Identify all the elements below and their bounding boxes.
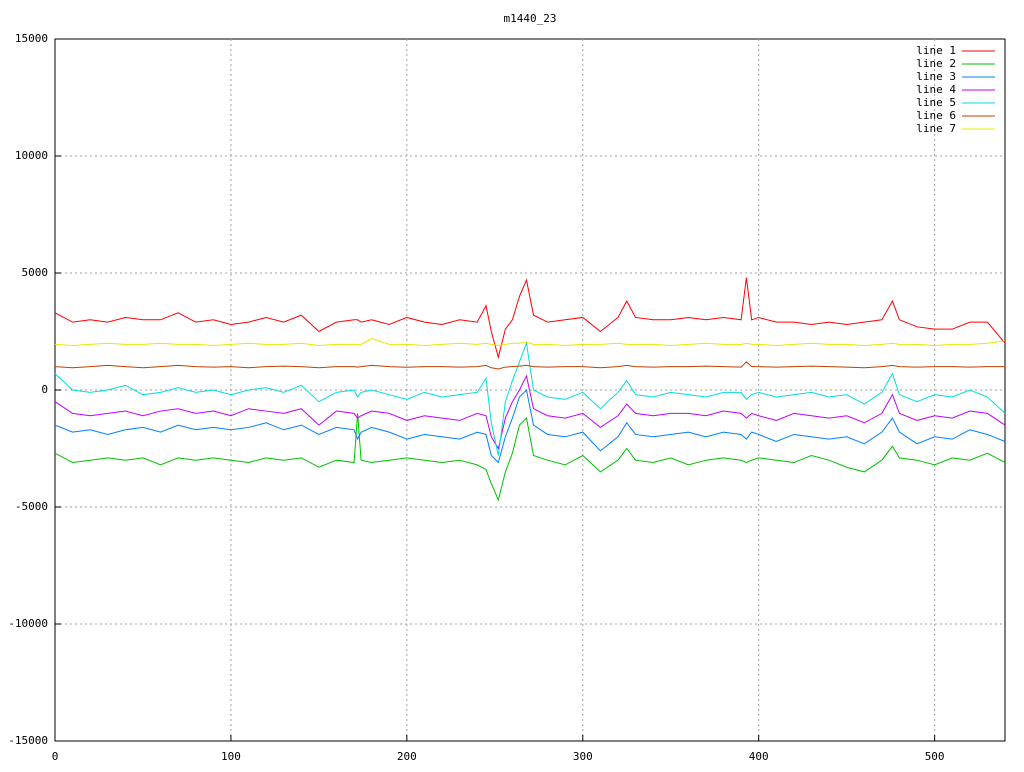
data-line <box>54 388 1006 464</box>
x-tick-label: 0 <box>52 750 59 763</box>
legend-label: line 3 <box>916 70 956 83</box>
legend-label: line 1 <box>916 44 956 57</box>
y-tick-label: -10000 <box>8 617 48 630</box>
x-tick-label: 300 <box>573 750 593 763</box>
legend-label: line 5 <box>916 96 956 109</box>
x-tick-label: 100 <box>221 750 241 763</box>
data-line <box>54 413 1006 502</box>
y-tick-label: 0 <box>41 383 48 396</box>
x-tick-label: 200 <box>397 750 417 763</box>
y-tick-label: -5000 <box>15 500 48 513</box>
x-tick-label: 500 <box>925 750 945 763</box>
y-tick-label: -15000 <box>8 734 48 747</box>
data-line <box>54 374 1006 450</box>
legend-label: line 6 <box>916 109 956 122</box>
y-tick-label: 15000 <box>15 32 48 45</box>
legend-label: line 2 <box>916 57 956 70</box>
y-tick-label: 5000 <box>22 266 49 279</box>
legend-label: line 4 <box>916 83 956 96</box>
data-line <box>54 337 1006 347</box>
chart-title: m1440_23 <box>504 12 557 25</box>
legend-label: line 7 <box>916 122 956 135</box>
data-line <box>54 277 1006 360</box>
data-line <box>54 361 1005 370</box>
y-tick-label: 10000 <box>15 149 48 162</box>
x-tick-label: 400 <box>749 750 769 763</box>
data-line <box>54 341 1006 456</box>
